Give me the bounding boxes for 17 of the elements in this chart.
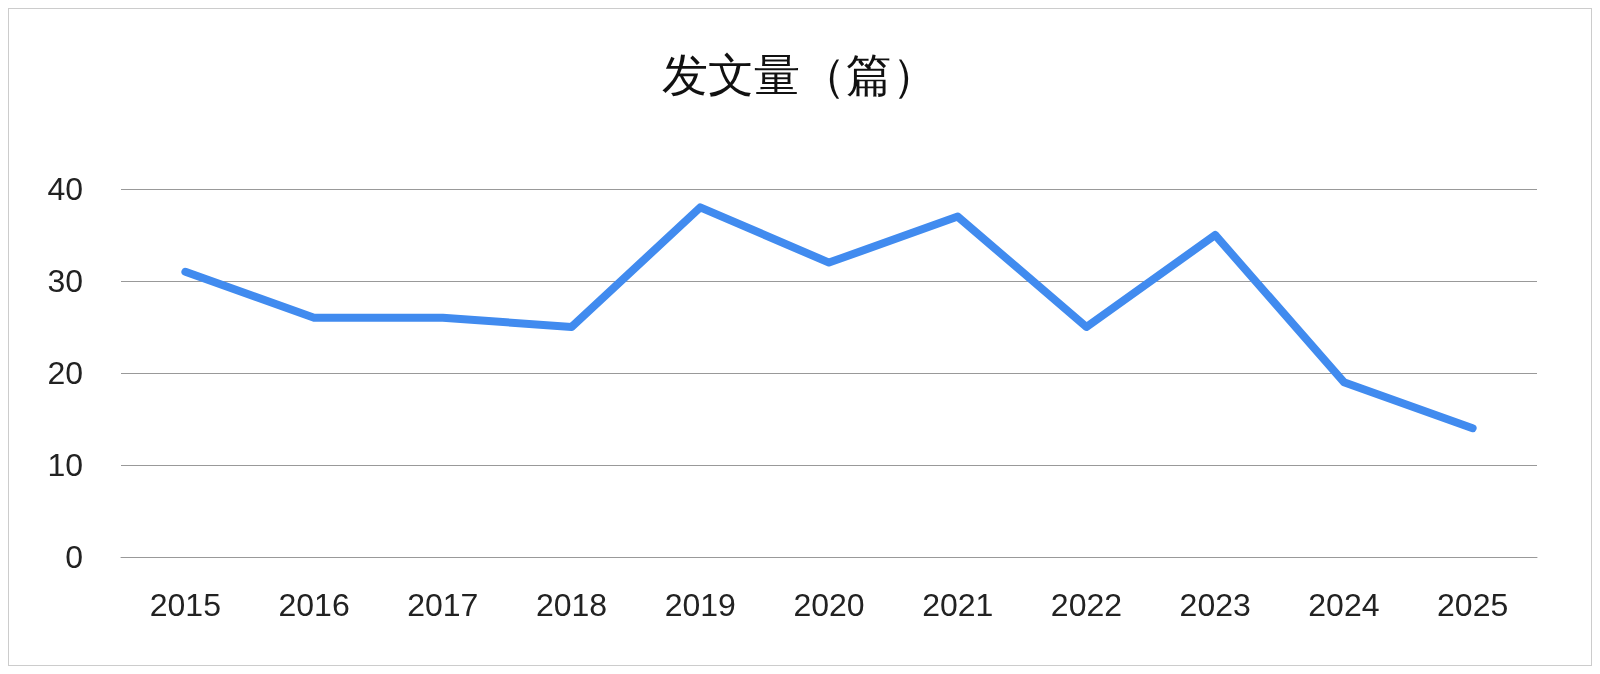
x-tick-label: 2023 [1179, 587, 1251, 623]
chart-title: 发文量（篇） [662, 48, 938, 102]
x-tick-label: 2016 [278, 587, 350, 623]
x-tick-label: 2021 [922, 587, 994, 623]
x-tick-label: 2018 [535, 587, 608, 623]
y-tick-label: 0 [65, 539, 83, 575]
y-tick-label: 30 [47, 263, 83, 299]
y-tick-label: 20 [47, 355, 83, 391]
x-tick-label: 2017 [407, 587, 479, 623]
y-tick-label: 40 [47, 171, 83, 207]
x-tick-label: 2020 [793, 587, 865, 623]
x-tick-label: 2015 [149, 587, 221, 623]
x-tick-label: 2022 [1050, 587, 1123, 623]
x-tick-label: 2019 [664, 587, 736, 623]
x-tick-label: 2024 [1308, 587, 1380, 623]
y-tick-label: 10 [47, 447, 83, 483]
x-tick-label: 2025 [1437, 587, 1509, 623]
